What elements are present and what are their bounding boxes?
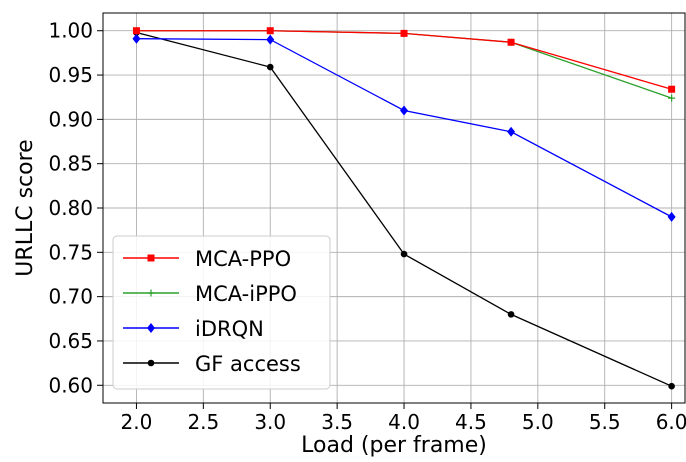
y-tick-label: 0.65: [48, 329, 93, 353]
data-point: [507, 38, 515, 46]
data-point: [147, 289, 155, 297]
x-tick-label: 4.0: [388, 410, 420, 434]
x-tick-label: 6.0: [656, 410, 686, 434]
data-point: [266, 63, 274, 71]
legend-box: [112, 235, 331, 390]
series-lines: [132, 27, 676, 390]
legend-label: MCA-PPO: [195, 247, 291, 271]
x-tick-label: 5.0: [522, 410, 554, 434]
legend: MCA-PPO MCA-iPPO iDRQN GF access: [112, 235, 331, 390]
y-axis-ticks: 0.60 0.65 0.70 0.75 0.80 0.85 0.90 0.95 1.00: [48, 19, 103, 397]
data-point: [668, 85, 676, 93]
data-point: [147, 323, 155, 333]
x-tick-label: 3.5: [321, 410, 353, 434]
x-tick-label: 2.0: [121, 410, 153, 434]
data-point: [507, 126, 516, 137]
y-tick-label: 1.00: [48, 19, 93, 43]
x-tick-label: 5.5: [589, 410, 621, 434]
x-tick-label: 3.0: [254, 410, 286, 434]
data-point: [266, 27, 274, 35]
data-point: [400, 29, 408, 37]
x-axis-label: Load (per frame): [301, 433, 487, 458]
y-tick-label: 0.80: [48, 196, 93, 220]
legend-item: GF access: [123, 352, 301, 376]
legend-label: iDRQN: [195, 317, 264, 341]
data-point: [668, 382, 675, 390]
data-point: [400, 105, 409, 116]
data-point: [147, 359, 155, 367]
data-point: [147, 254, 155, 262]
series-idrqn: [132, 33, 676, 222]
data-point: [132, 27, 140, 35]
data-point: [667, 211, 676, 222]
y-tick-label: 0.85: [48, 152, 93, 176]
x-tick-label: 4.5: [455, 410, 487, 434]
data-point: [132, 33, 141, 44]
y-tick-label: 0.70: [48, 285, 93, 309]
data-point: [266, 34, 275, 45]
data-point: [400, 250, 408, 258]
legend-item: MCA-iPPO: [123, 282, 297, 306]
series-mca-ppo: [132, 27, 676, 93]
data-point: [668, 94, 676, 102]
y-tick-label: 0.60: [48, 373, 93, 397]
y-tick-label: 0.75: [48, 240, 93, 264]
legend-item: iDRQN: [123, 317, 264, 341]
y-axis-label: URLLC score: [13, 139, 38, 276]
data-point: [507, 311, 515, 318]
y-tick-label: 0.95: [48, 63, 93, 87]
x-tick-label: 2.5: [187, 410, 219, 434]
y-tick-label: 0.90: [48, 107, 93, 131]
legend-label: GF access: [195, 352, 301, 376]
legend-item: MCA-PPO: [123, 247, 291, 271]
x-axis-ticks: 2.0 2.5 3.0 3.5 4.0 4.5 5.0 5.5 6.0: [121, 403, 686, 434]
legend-label: MCA-iPPO: [195, 282, 297, 306]
